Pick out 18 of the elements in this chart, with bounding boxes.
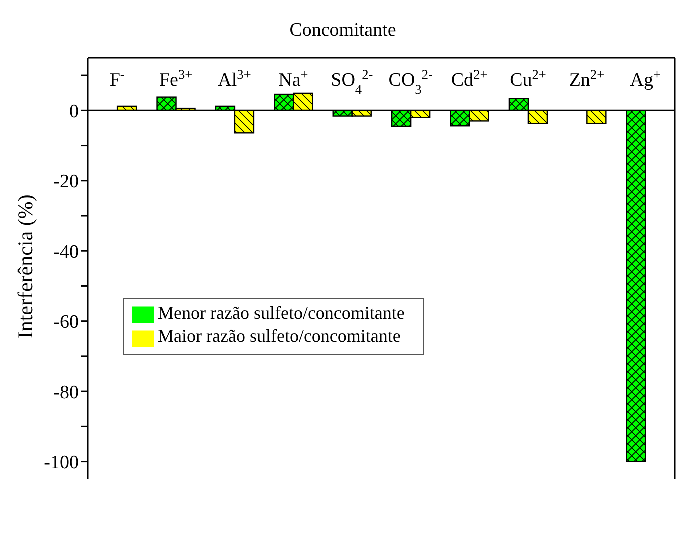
legend-label: Menor razão sulfeto/concomitante — [158, 303, 405, 323]
y-tick-label: -40 — [54, 242, 79, 263]
chart-title: Concomitante — [290, 20, 396, 41]
y-tick-label: -80 — [54, 382, 79, 404]
x-tick-label: Al$^{3+}$ — [218, 66, 252, 91]
y-tick-label: 0 — [70, 101, 79, 122]
y-axis-title: Interferência (%) — [13, 194, 38, 339]
y-tick-label: -60 — [54, 312, 79, 334]
x-tick-label: Ag$^{+}$ — [630, 66, 662, 91]
x-tick-label: Cd$^{2+}$ — [451, 66, 488, 91]
legend-label: Maior razão sulfeto/concomitante — [158, 326, 401, 346]
x-tick-label: Na$^{+}$ — [278, 66, 308, 91]
y-tick-label: -100 — [44, 452, 79, 474]
y-tick-label: -20 — [54, 172, 79, 193]
x-tick-label: Cu$^{2+}$ — [510, 66, 546, 91]
x-tick-label: Fe$^{3+}$ — [159, 66, 193, 91]
x-tick-label: Zn$^{2+}$ — [569, 66, 605, 91]
x-tick-label: F$^{-}$ — [110, 66, 125, 91]
